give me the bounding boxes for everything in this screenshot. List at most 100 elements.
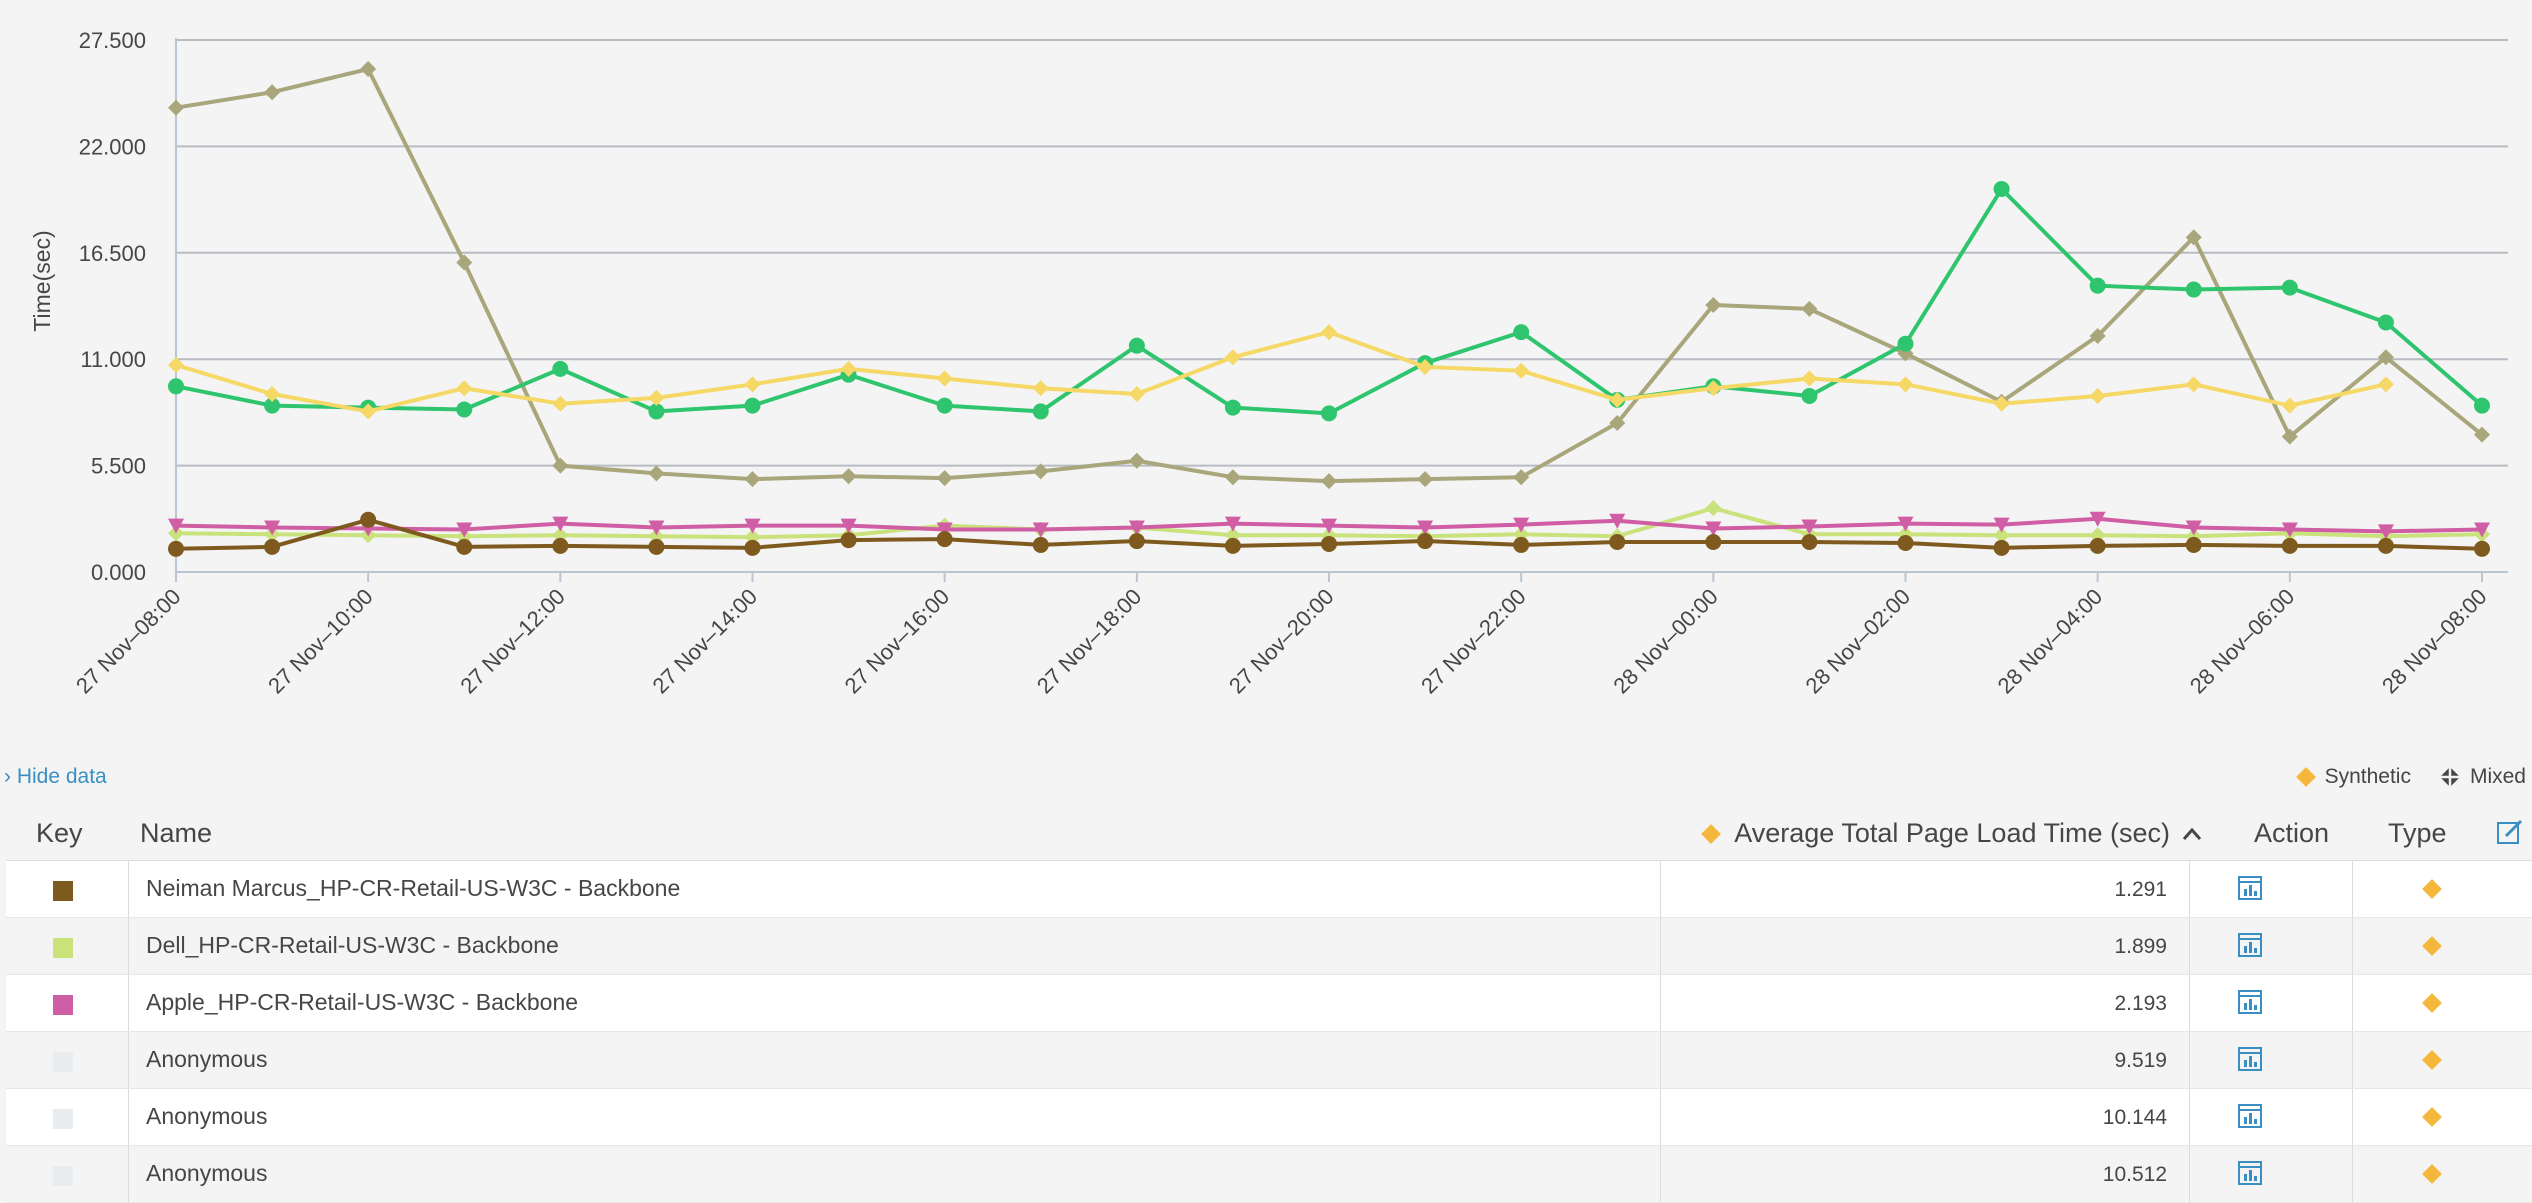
table-row[interactable]: Anonymous 10.512 xyxy=(6,1146,2532,1203)
synthetic-diamond-icon xyxy=(2422,1107,2442,1127)
type-cell xyxy=(2352,1146,2353,1202)
chart-icon[interactable] xyxy=(2236,988,2264,1021)
row-value: 1.291 xyxy=(1660,861,2190,917)
data-point xyxy=(264,84,281,101)
x-tick-label: 27 Nov–14:00 xyxy=(647,584,762,699)
column-header-name[interactable]: Name xyxy=(140,818,213,848)
chart-icon[interactable] xyxy=(2236,874,2264,907)
y-tick-label: 11.000 xyxy=(80,347,146,372)
data-point xyxy=(1609,513,1626,529)
series-line xyxy=(175,330,2387,414)
data-point xyxy=(360,511,377,528)
sort-ascending-icon[interactable] xyxy=(2182,827,2202,841)
column-header-key: Key xyxy=(36,818,83,848)
hide-data-toggle[interactable]: › Hide data xyxy=(4,765,107,788)
data-point xyxy=(1801,370,1818,387)
data-point xyxy=(744,376,761,393)
data-point xyxy=(2474,522,2490,538)
chart-icon[interactable] xyxy=(2236,1159,2264,1192)
data-point xyxy=(264,520,281,536)
row-value: 1.899 xyxy=(1660,918,2190,974)
data-point xyxy=(1032,522,1049,538)
series-color-swatch xyxy=(53,995,73,1015)
table-row[interactable]: Anonymous 9.519 xyxy=(6,1032,2532,1089)
key-cell xyxy=(6,918,129,974)
data-point xyxy=(456,380,473,397)
data-point xyxy=(648,389,665,406)
data-point xyxy=(1897,376,1914,393)
data-point xyxy=(1705,534,1722,551)
table-row[interactable]: Dell_HP-CR-Retail-US-W3C - Backbone 1.899 xyxy=(6,918,2532,975)
data-point xyxy=(936,531,953,548)
synthetic-diamond-icon xyxy=(2422,1164,2442,1184)
data-point xyxy=(2377,537,2394,554)
type-cell xyxy=(2352,975,2353,1031)
x-tick-label: 27 Nov–22:00 xyxy=(1416,584,1531,699)
row-name[interactable]: Dell_HP-CR-Retail-US-W3C - Backbone xyxy=(146,932,559,958)
x-tick-label: 28 Nov–02:00 xyxy=(1800,584,1915,699)
data-point xyxy=(1609,415,1626,432)
data-point xyxy=(1801,300,1818,317)
chart-icon[interactable] xyxy=(2236,931,2264,964)
data-point xyxy=(264,386,281,403)
data-point xyxy=(1321,518,1337,534)
data-point xyxy=(2474,540,2490,557)
row-name[interactable]: Anonymous xyxy=(146,1046,268,1072)
chart-icon[interactable] xyxy=(2236,1102,2264,1135)
synthetic-diamond-icon xyxy=(2422,993,2442,1013)
table-header: Key Name Average Total Page Load Time (s… xyxy=(6,808,2532,860)
data-point xyxy=(2185,281,2202,298)
data-point xyxy=(1224,399,1241,416)
x-tick-label: 27 Nov–12:00 xyxy=(455,584,570,699)
data-point xyxy=(2185,229,2202,246)
type-cell xyxy=(2352,861,2353,917)
type-cell xyxy=(2352,1089,2353,1145)
data-point xyxy=(1513,536,1530,553)
data-point xyxy=(2089,537,2106,554)
row-name[interactable]: Anonymous xyxy=(146,1103,268,1129)
synthetic-diamond-icon xyxy=(2422,1050,2442,1070)
data-point xyxy=(1417,358,1434,375)
data-point xyxy=(936,397,953,414)
column-header-metric[interactable]: Average Total Page Load Time (sec) xyxy=(1701,818,2202,849)
data-point xyxy=(1321,405,1337,422)
data-point xyxy=(1032,380,1049,397)
row-name[interactable]: Apple_HP-CR-Retail-US-W3C - Backbone xyxy=(146,989,579,1015)
data-point xyxy=(840,468,857,485)
data-point xyxy=(1128,533,1145,550)
data-point xyxy=(456,401,473,418)
type-cell xyxy=(2352,918,2353,974)
row-name[interactable]: Anonymous xyxy=(146,1160,268,1186)
synthetic-diamond-icon xyxy=(2295,767,2316,787)
data-point xyxy=(744,471,761,488)
data-point xyxy=(1897,516,1914,532)
load-time-chart: 0.000 5.500 11.000 16.500 22.000 27.500 Time(s… xyxy=(29,28,2508,699)
series-color-swatch xyxy=(53,1166,73,1186)
chart-icon[interactable] xyxy=(2236,1045,2264,1078)
data-point xyxy=(2377,349,2394,366)
table-row[interactable]: Apple_HP-CR-Retail-US-W3C - Backbone 2.19… xyxy=(6,975,2532,1032)
data-point xyxy=(1321,535,1337,552)
data-point xyxy=(1609,391,1626,408)
y-tick-label: 16.500 xyxy=(79,241,146,266)
key-cell xyxy=(6,1146,129,1202)
data-point xyxy=(2377,314,2394,331)
row-value: 10.512 xyxy=(1660,1146,2190,1202)
type-cell xyxy=(2352,1032,2353,1088)
y-axis-label: Time(sec) xyxy=(29,230,55,331)
data-point xyxy=(168,378,184,395)
key-cell xyxy=(6,1089,129,1145)
mixed-icon xyxy=(2439,767,2460,787)
data-point xyxy=(2185,536,2202,553)
data-point xyxy=(936,370,953,387)
table-row[interactable]: Anonymous 10.144 xyxy=(6,1089,2532,1146)
edit-columns-icon[interactable] xyxy=(2496,818,2524,853)
data-point xyxy=(2089,327,2106,344)
table-row[interactable]: Neiman Marcus_HP-CR-Retail-US-W3C - Back… xyxy=(6,861,2532,918)
data-point xyxy=(1897,534,1914,551)
row-name[interactable]: Neiman Marcus_HP-CR-Retail-US-W3C - Back… xyxy=(146,875,681,901)
data-point xyxy=(1801,534,1818,551)
data-point xyxy=(1993,517,2010,533)
data-point xyxy=(1609,534,1626,551)
data-point xyxy=(2474,426,2490,443)
